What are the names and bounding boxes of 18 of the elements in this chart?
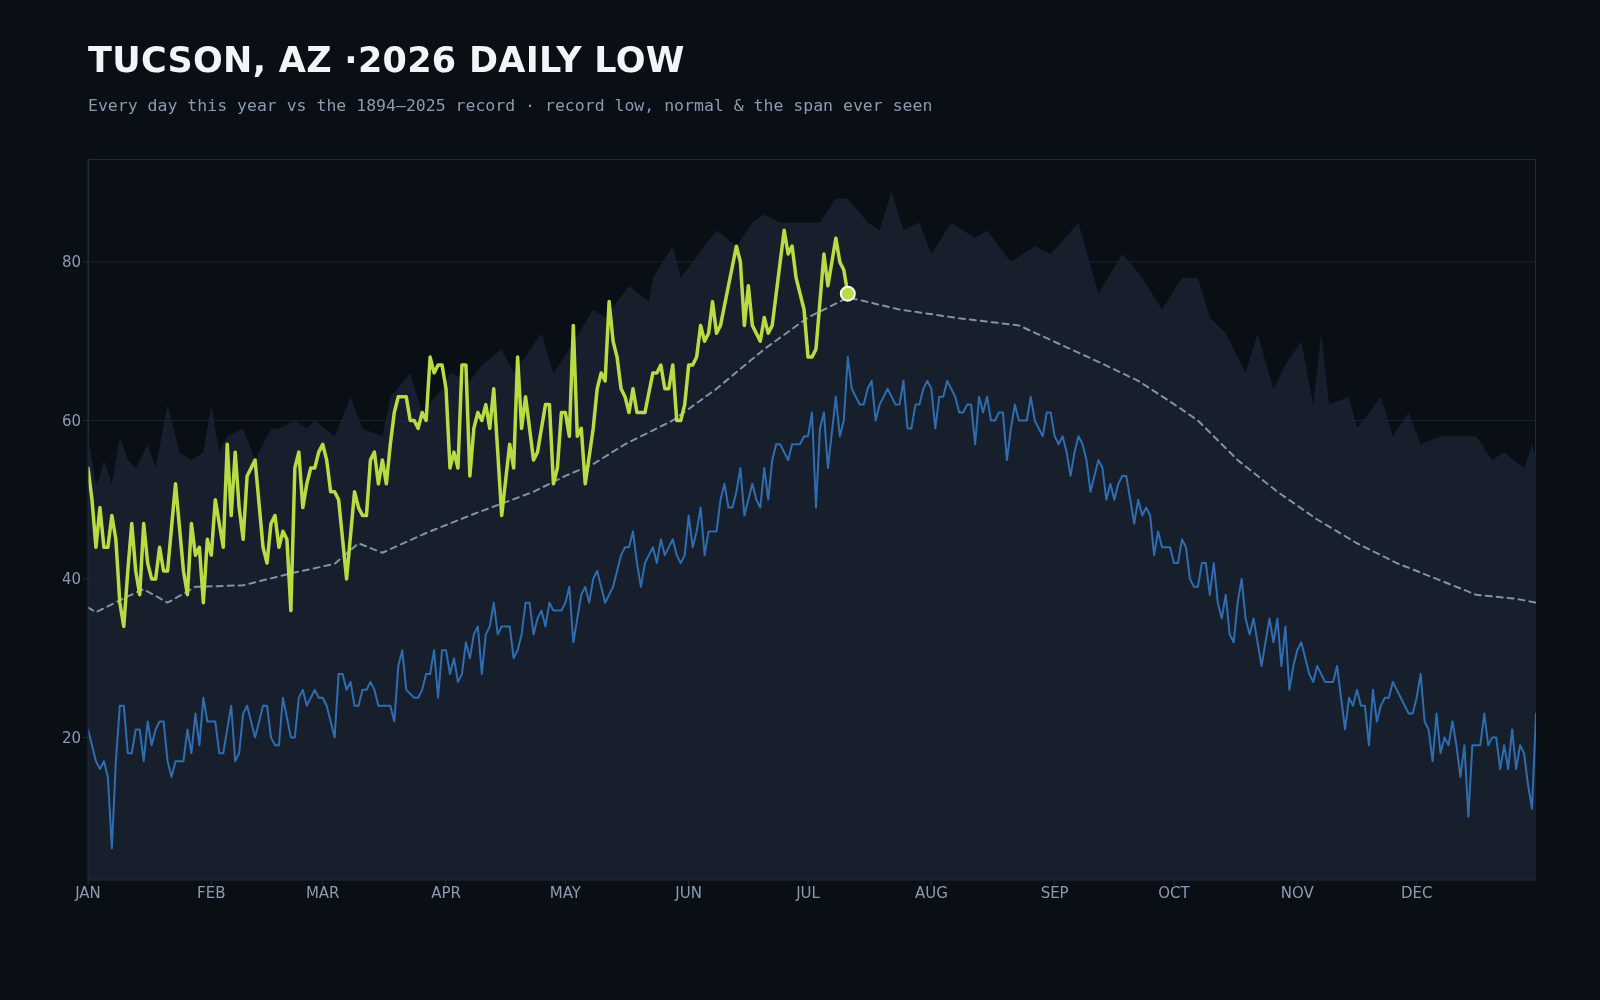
x-tick-label: OCT (1158, 883, 1191, 902)
x-tick-label: MAR (305, 883, 340, 902)
x-tick-label: JUL (795, 883, 821, 902)
chart-subtitle: Every day this year vs the 1894–2025 record · record low, normal & the span ever seen (88, 96, 933, 115)
y-tick-label: 80 (61, 253, 81, 272)
x-tick-label: JUN (674, 883, 702, 902)
x-tick-label: MAY (549, 883, 582, 902)
y-tick-label: 20 (61, 728, 81, 747)
x-tick-label: APR (431, 883, 461, 902)
x-tick-label: JAN (74, 883, 101, 902)
y-tick-label: 60 (61, 411, 81, 430)
x-tick-label: DEC (1400, 883, 1433, 902)
chart-title: TUCSON, AZ ·2026 DAILY LOW (88, 40, 685, 80)
y-tick-label: 40 (61, 570, 81, 589)
x-tick-label: SEP (1040, 883, 1069, 902)
x-tick-label: NOV (1280, 883, 1315, 902)
x-tick-label: FEB (197, 883, 226, 902)
x-tick-label: AUG (914, 883, 948, 902)
